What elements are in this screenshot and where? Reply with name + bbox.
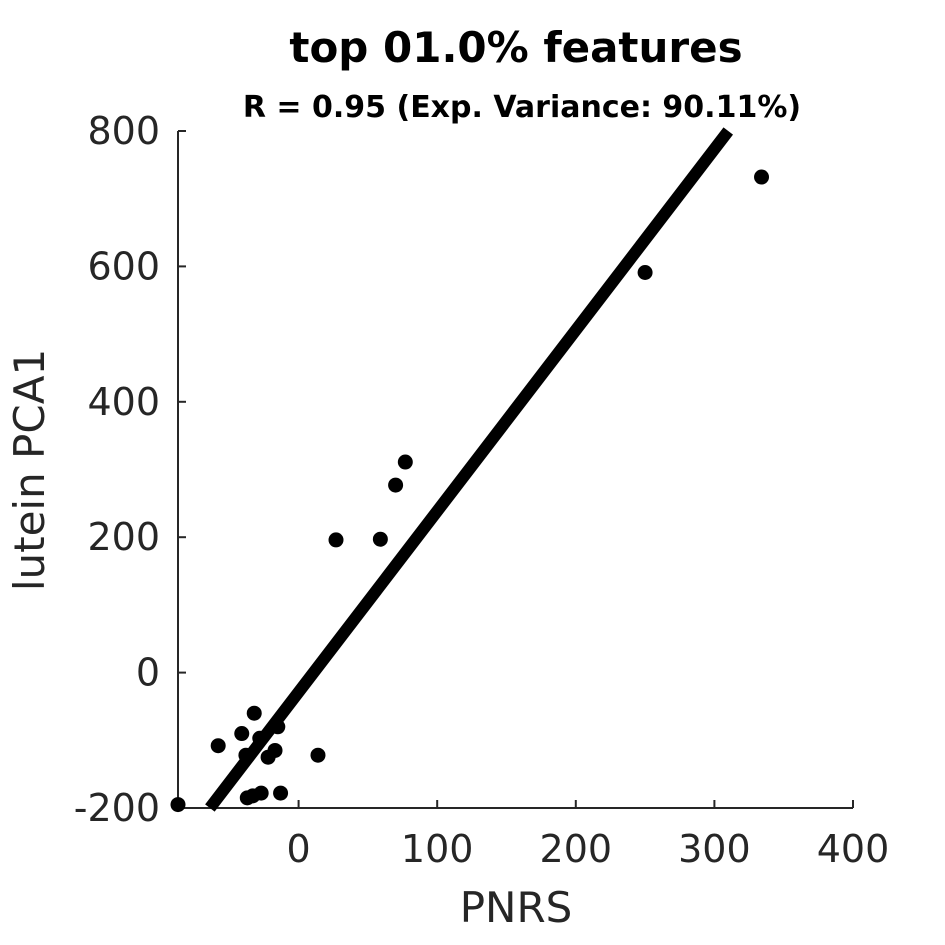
data-point xyxy=(310,747,326,763)
data-point xyxy=(252,730,268,746)
y-tick-label: 200 xyxy=(87,515,160,559)
fit-line-layer xyxy=(205,127,734,812)
data-point xyxy=(273,785,289,801)
x-axis-label: PNRS xyxy=(460,883,573,932)
data-point xyxy=(238,747,254,763)
data-point xyxy=(328,532,344,548)
chart-title: top 01.0% features xyxy=(289,23,742,72)
x-tick-label: 0 xyxy=(286,827,310,871)
y-tick-label: 0 xyxy=(136,651,160,695)
y-tick-label: 400 xyxy=(87,380,160,424)
data-point xyxy=(210,738,226,754)
chart-subtitle: R = 0.95 (Exp. Variance: 90.11%) xyxy=(243,90,801,125)
data-point xyxy=(246,705,262,721)
data-point xyxy=(754,169,770,185)
data-point xyxy=(267,742,283,758)
x-tick-label: 100 xyxy=(401,827,474,871)
fit-line xyxy=(205,127,734,812)
data-point xyxy=(234,726,250,742)
points-layer xyxy=(170,169,770,813)
data-point xyxy=(253,785,269,801)
axes: 0 100 200 300 400 -200 0 200 400 600 800 xyxy=(74,109,890,871)
data-point xyxy=(170,797,186,813)
y-tick-label: -200 xyxy=(74,786,160,830)
data-point xyxy=(388,477,404,493)
x-tick-label: 200 xyxy=(540,827,613,871)
data-point xyxy=(372,531,388,547)
x-tick-label: 400 xyxy=(817,827,890,871)
y-axis-label: lutein PCA1 xyxy=(5,349,54,591)
y-tick-label: 600 xyxy=(87,244,160,288)
y-tick-label: 800 xyxy=(87,109,160,153)
data-point xyxy=(637,264,653,280)
x-tick-label: 300 xyxy=(678,827,751,871)
data-point xyxy=(270,719,286,735)
data-point xyxy=(397,454,413,470)
